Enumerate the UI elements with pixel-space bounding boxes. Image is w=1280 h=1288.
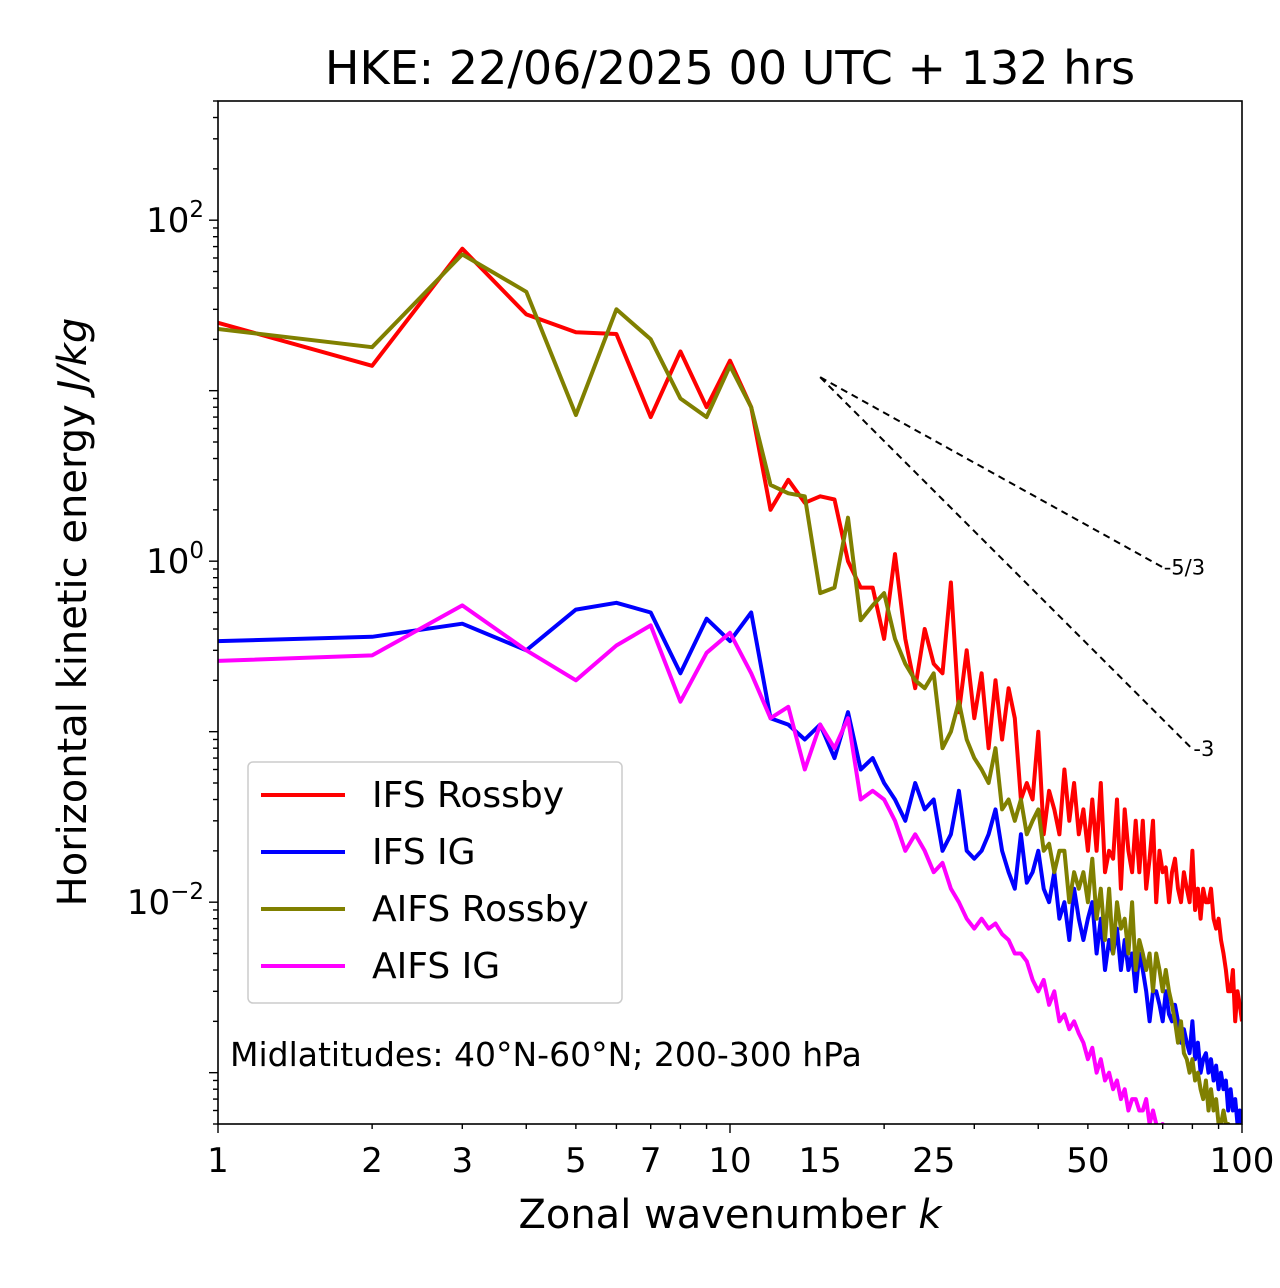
region-annotation: Midlatitudes: 40°N-60°N; 200-300 hPa — [230, 1035, 862, 1074]
y-tick-base: 10 — [127, 883, 170, 923]
x-tick-label: 10 — [708, 1141, 751, 1181]
y-tick-label: 100 — [146, 538, 204, 582]
y-tick-label: 10−2 — [127, 879, 204, 923]
x-tick-label: 100 — [1210, 1141, 1275, 1181]
x-axis-ticks: 1 2 3 5 7 10 15 25 50 100 — [207, 1124, 1274, 1181]
slope-line--5-3 — [819, 376, 1164, 569]
x-tick-label: 25 — [912, 1141, 955, 1181]
y-tick-exponent: 0 — [189, 538, 204, 564]
legend-label-ifs-ig: IFS IG — [372, 832, 476, 873]
slope-label--5-3: -5/3 — [1164, 555, 1205, 579]
y-tick-base: 10 — [146, 542, 189, 582]
slope-line--3 — [819, 376, 1194, 750]
x-tick-label: 2 — [361, 1141, 383, 1181]
slope-label--3: -3 — [1193, 737, 1214, 761]
legend-frame — [247, 761, 623, 1004]
x-tick-label: 7 — [640, 1141, 662, 1181]
y-tick-base: 10 — [146, 201, 189, 241]
y-axis-label-unit: J/kg — [50, 318, 96, 399]
y-axis-label: Horizontal kinetic energy J/kg — [50, 318, 96, 907]
x-axis-label: Zonal wavenumber k — [518, 1192, 943, 1238]
series-line-aifs-rossby — [218, 252, 1231, 1124]
legend-label-ifs-rossby: IFS Rossby — [372, 775, 564, 816]
y-axis-label-text: Horizontal kinetic energy — [50, 392, 96, 907]
x-tick-label: 50 — [1066, 1141, 1109, 1181]
chart-title: HKE: 22/06/2025 00 UTC + 132 hrs — [325, 41, 1135, 95]
x-tick-label: 15 — [799, 1141, 842, 1181]
series-layer — [218, 246, 1242, 1124]
x-axis-label-text: Zonal wavenumber — [518, 1192, 918, 1238]
legend-label-aifs-rossby: AIFS Rossby — [372, 889, 589, 930]
series-line-aifs-ig — [218, 603, 1165, 1124]
x-axis-label-var: k — [918, 1192, 943, 1238]
y-tick-exponent: −2 — [170, 879, 204, 905]
legend: IFS Rossby IFS IG AIFS Rossby AIFS IG — [247, 761, 623, 1004]
x-tick-label: 3 — [451, 1141, 473, 1181]
y-tick-exponent: 2 — [189, 197, 204, 223]
x-tick-label: 5 — [565, 1141, 587, 1181]
series-line-ifs-ig — [218, 600, 1242, 1124]
x-tick-label: 1 — [207, 1141, 229, 1181]
reference-slopes: -5/3 -3 — [819, 376, 1214, 761]
y-tick-label: 102 — [146, 197, 204, 241]
legend-label-aifs-ig: AIFS IG — [372, 946, 500, 987]
